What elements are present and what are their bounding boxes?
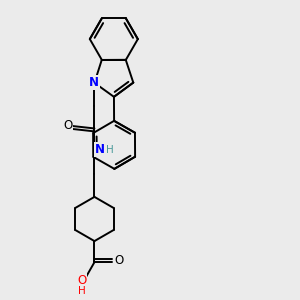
- Text: H: H: [106, 145, 113, 155]
- Text: N: N: [89, 76, 99, 89]
- Text: O: O: [77, 274, 86, 287]
- Text: O: O: [114, 254, 124, 267]
- Text: N: N: [95, 143, 105, 156]
- Text: H: H: [78, 286, 86, 296]
- Text: O: O: [63, 119, 72, 132]
